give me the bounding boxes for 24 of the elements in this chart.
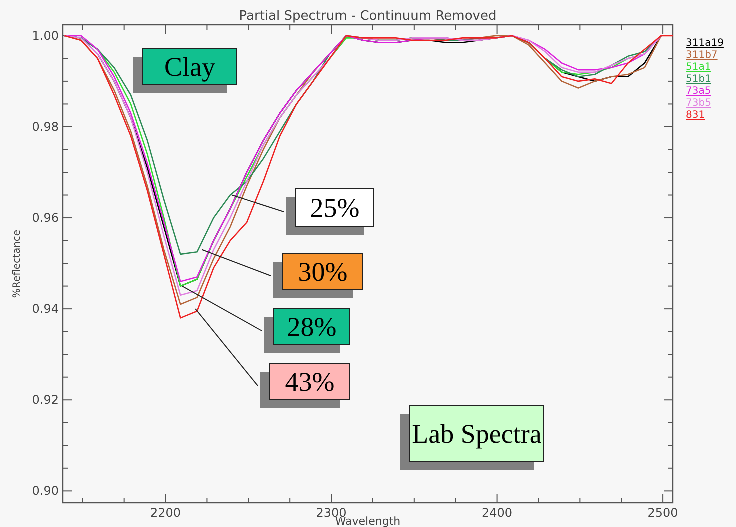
text: 311b7	[686, 50, 718, 61]
text: 73b5	[686, 98, 712, 109]
text: 73a5	[686, 86, 712, 97]
y-axis-title: %Reflectance	[12, 230, 23, 298]
x-tick-label: 2500	[648, 506, 678, 520]
text: 311a19	[686, 38, 724, 49]
y-tick-label: 0.92	[32, 393, 59, 408]
text: 51b1	[686, 74, 712, 85]
y-tick-label: 0.94	[32, 302, 59, 316]
y-tick-label: 0.90	[32, 484, 59, 498]
annotation: 30%	[298, 257, 348, 287]
chart-title: Partial Spectrum - Continuum Removed	[239, 9, 497, 24]
text: 831	[686, 110, 706, 121]
annotation: Lab Spectra	[412, 419, 542, 449]
x-tick-label: 2200	[150, 506, 182, 520]
x-tick-label: 2400	[482, 506, 513, 520]
annotation: 28%	[287, 312, 337, 342]
y-tick-label: 0.96	[32, 211, 59, 226]
text: 51a1	[686, 62, 712, 73]
y-tick-label: 0.98	[32, 120, 59, 134]
annotation: 43%	[285, 367, 335, 397]
annotation: Clay	[164, 52, 216, 82]
annotation: 25%	[310, 193, 360, 223]
y-tick-label: 1.00	[32, 28, 59, 43]
